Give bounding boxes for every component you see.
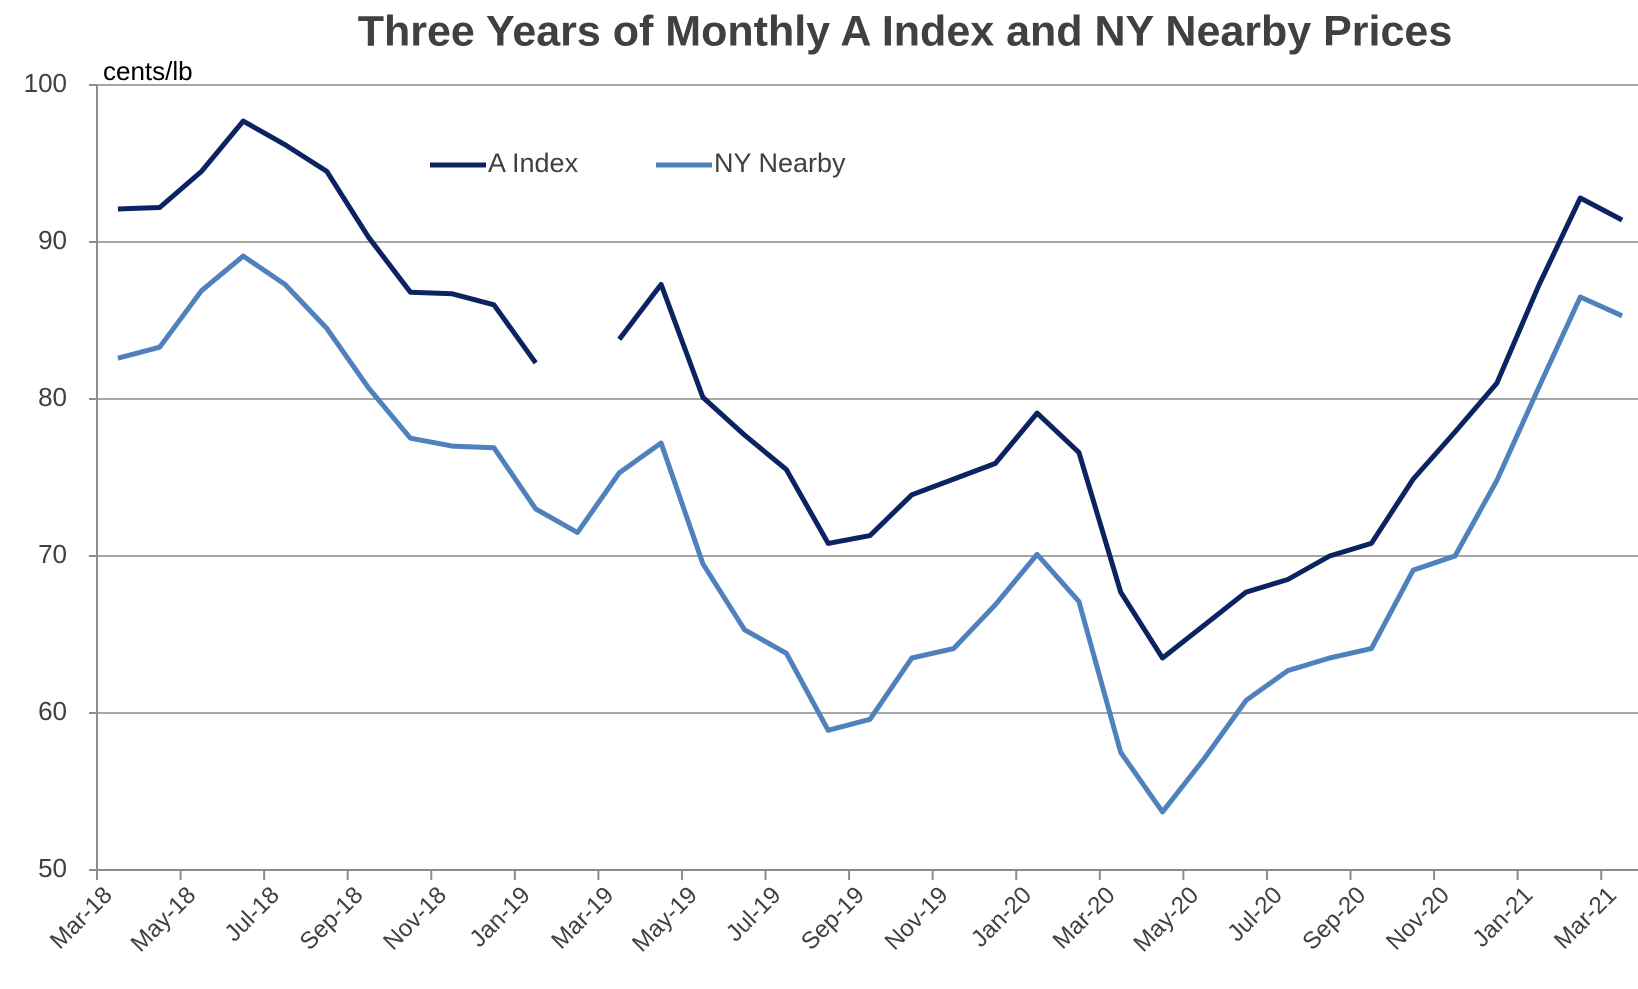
x-tick-label: Jan-20 xyxy=(966,882,1037,953)
x-tick-label: Jul-20 xyxy=(1222,882,1287,947)
x-tick-label: Jan-21 xyxy=(1467,882,1538,953)
y-tick-label: 50 xyxy=(38,853,67,883)
x-tick-label: Nov-19 xyxy=(880,882,954,956)
x-tick-label: Mar-20 xyxy=(1048,882,1121,955)
legend-label: A Index xyxy=(488,148,579,178)
data-line xyxy=(117,253,1624,815)
x-tick-label: Jul-18 xyxy=(220,882,285,947)
y-unit-label: cents/lb xyxy=(103,56,193,86)
x-tick-label: Nov-20 xyxy=(1381,882,1455,956)
legend-label: NY Nearby xyxy=(714,148,846,178)
x-tick-label: Nov-18 xyxy=(378,882,452,956)
x-tick-label: Sep-18 xyxy=(295,882,369,956)
y-tick-label: 100 xyxy=(24,68,67,98)
y-tick-label: 60 xyxy=(38,696,67,726)
x-tick-label: May-20 xyxy=(1128,882,1204,958)
chart-title: Three Years of Monthly A Index and NY Ne… xyxy=(358,7,1452,55)
x-tick-label: Mar-18 xyxy=(45,882,118,955)
y-tick-label: 90 xyxy=(38,225,67,255)
x-tick-label: May-18 xyxy=(126,882,202,958)
x-tick-label: May-19 xyxy=(627,882,703,958)
x-tick-label: Jan-19 xyxy=(465,882,536,953)
x-tick-label: Mar-21 xyxy=(1549,882,1622,955)
x-tick-label: Sep-20 xyxy=(1297,882,1371,956)
y-tick-label: 70 xyxy=(38,539,67,569)
x-tick-label: Jul-19 xyxy=(721,882,786,947)
y-tick-label: 80 xyxy=(38,382,67,412)
data-line xyxy=(117,118,1624,661)
x-tick-label: Mar-19 xyxy=(546,882,619,955)
x-tick-label: Sep-19 xyxy=(796,882,870,956)
